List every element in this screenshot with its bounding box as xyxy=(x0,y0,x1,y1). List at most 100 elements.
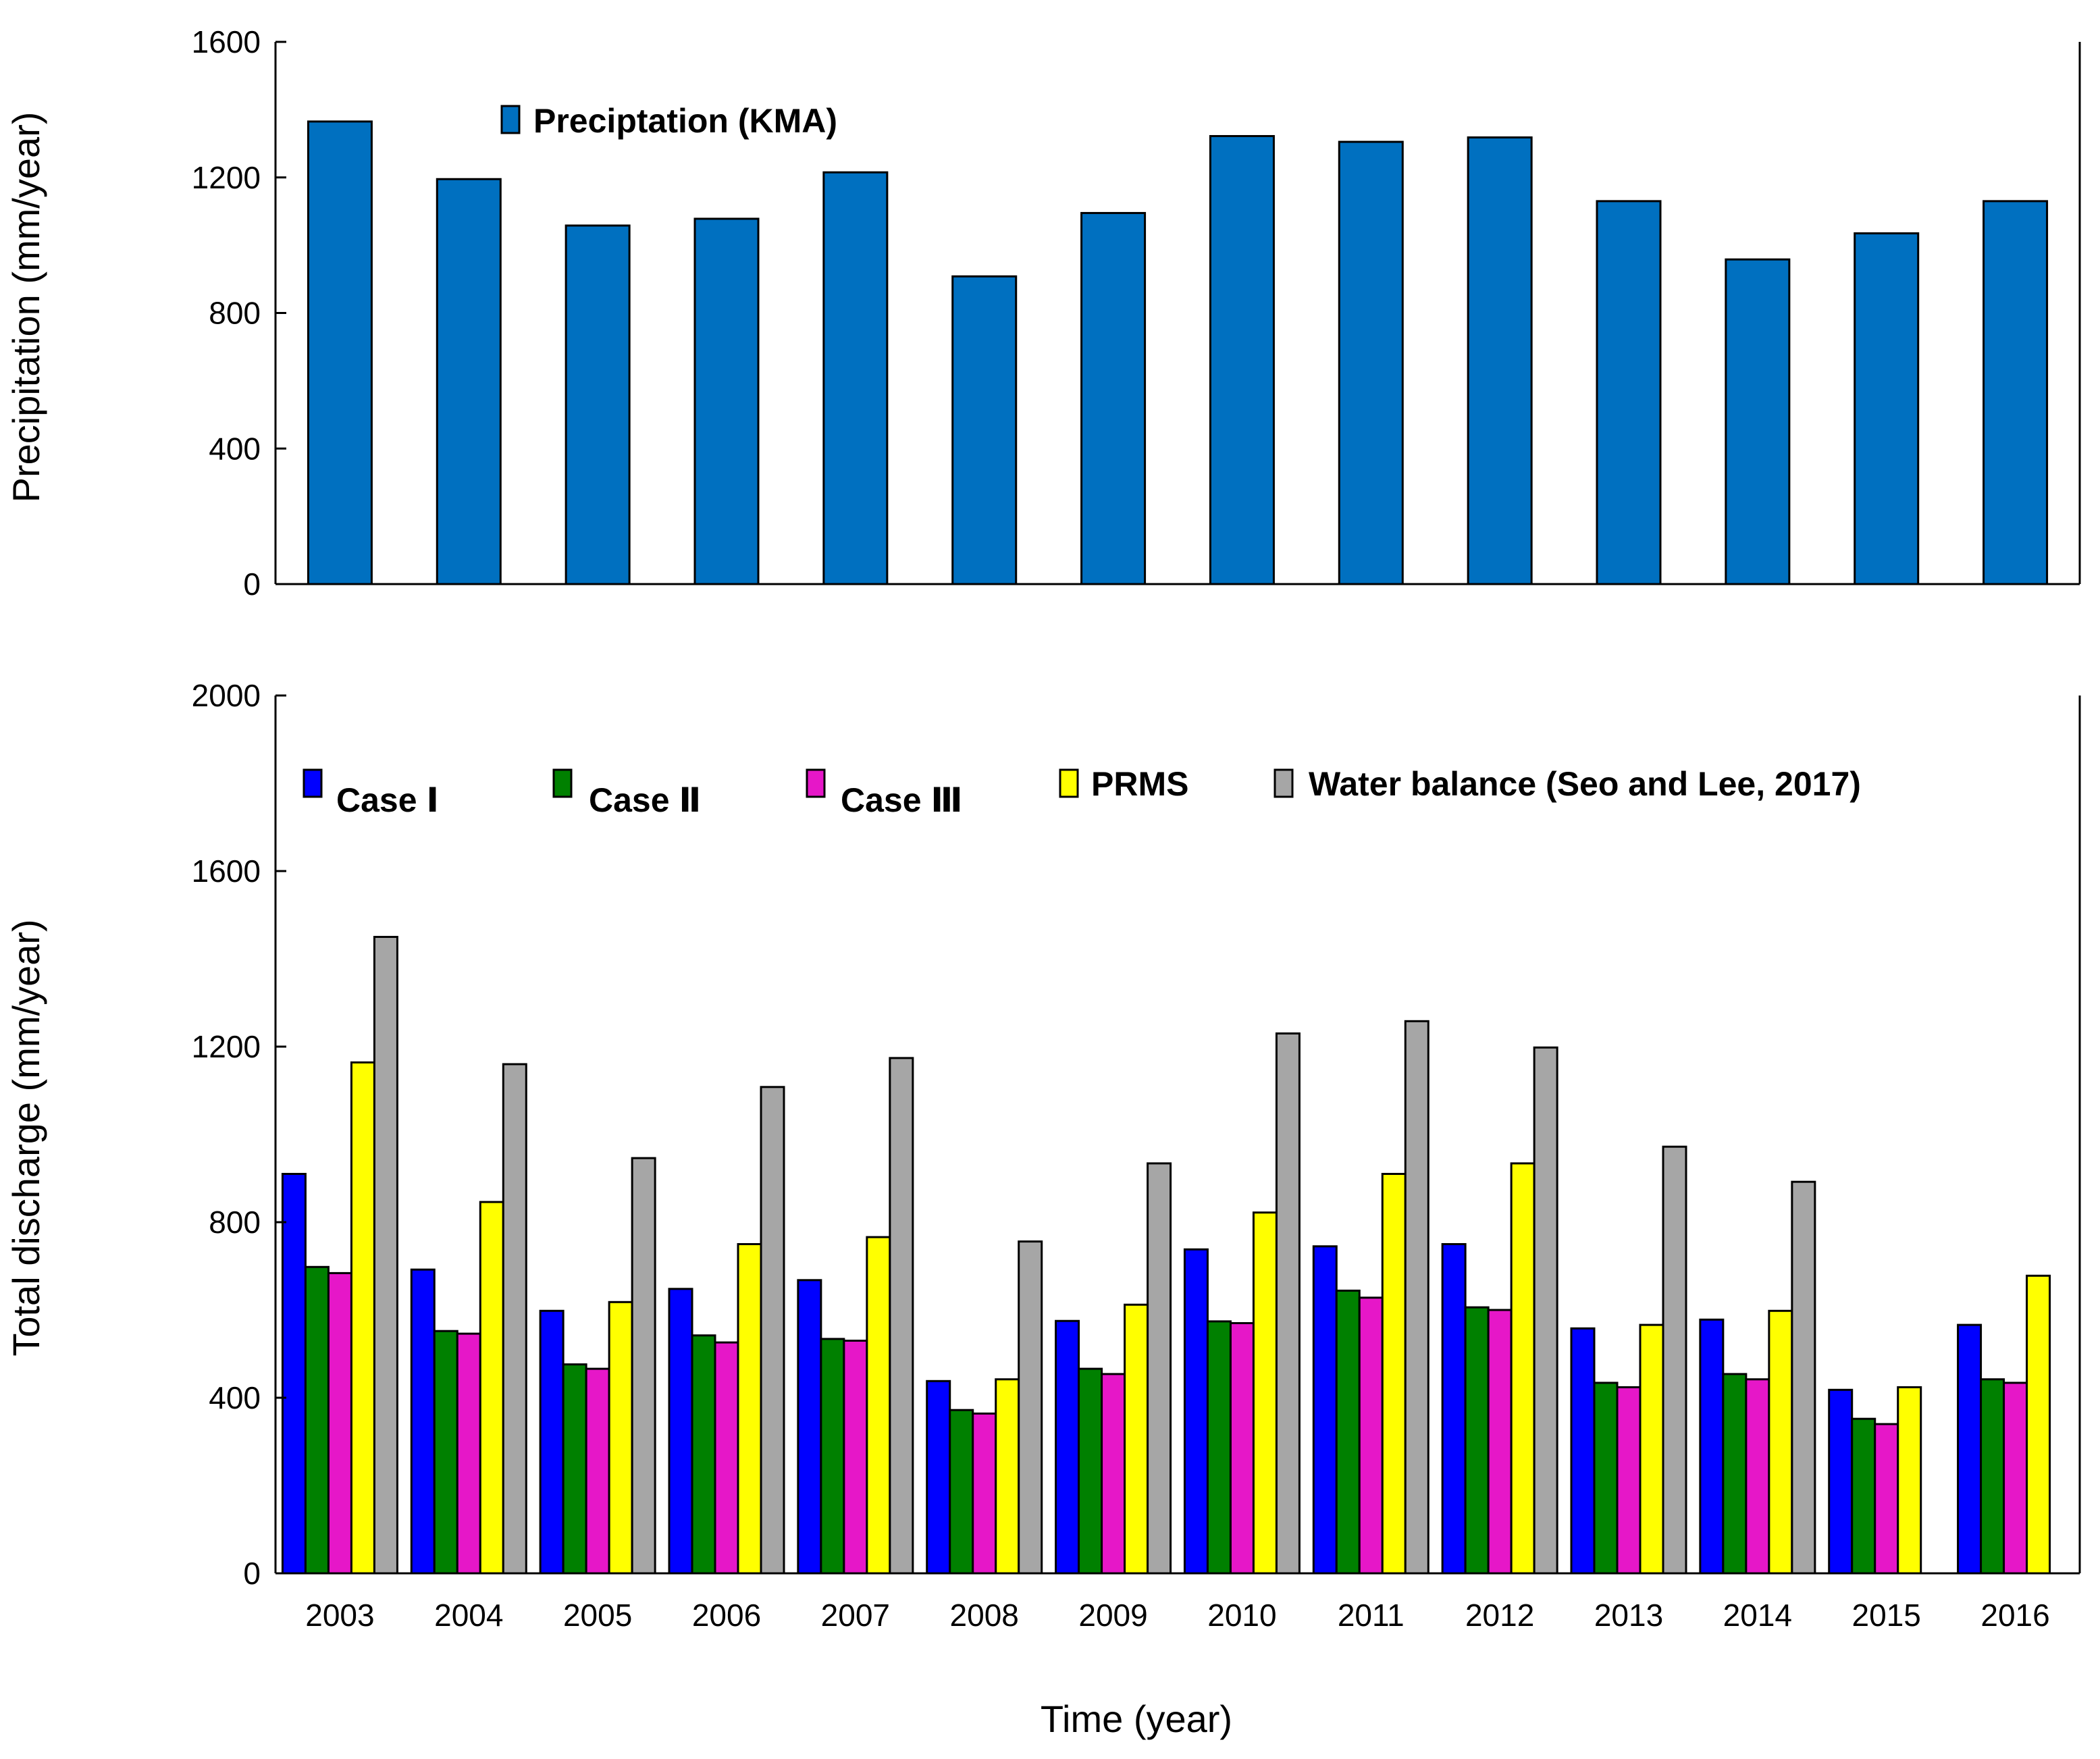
discharge-bar-water-balance-seo-and-lee-2017-2008 xyxy=(1018,1240,1043,1575)
discharge-bar-prms-2009 xyxy=(1124,1303,1149,1575)
discharge-bar-prms-2007 xyxy=(866,1236,891,1575)
discharge-axes xyxy=(274,695,2081,1575)
precip-bar-2012 xyxy=(1467,136,1533,585)
discharge-bar-prms-2014 xyxy=(1768,1309,1793,1575)
precip-bar-2005 xyxy=(565,224,631,585)
precipitation-bars xyxy=(307,120,2049,585)
discharge-bar-case-2005 xyxy=(539,1309,565,1575)
precip-y-tick-label: 0 xyxy=(243,567,261,602)
discharge-y-tick-label: 800 xyxy=(209,1205,261,1240)
discharge-bar-water-balance-seo-and-lee-2017-2012 xyxy=(1533,1046,1558,1575)
legend-swatch-case xyxy=(303,768,323,798)
x-tick-label-2003: 2003 xyxy=(305,1598,374,1633)
discharge-bar-case-2014 xyxy=(1699,1318,1725,1575)
discharge-bar-case-2009 xyxy=(1101,1373,1126,1575)
legend-label-prms: PRMS xyxy=(1091,765,1188,803)
discharge-bar-prms-2015 xyxy=(1897,1386,1922,1575)
discharge-bar-case-2016 xyxy=(1957,1323,1983,1575)
discharge-bar-water-balance-seo-and-lee-2017-2013 xyxy=(1662,1145,1687,1575)
x-tick-label-2009: 2009 xyxy=(1078,1598,1147,1633)
precip-y-tick-label: 400 xyxy=(209,431,261,466)
x-tick-label-2014: 2014 xyxy=(1723,1598,1792,1633)
legend-label-case: Case Ⅲ xyxy=(841,781,963,819)
discharge-bar-case-2006 xyxy=(714,1341,739,1575)
legend-swatch-case xyxy=(806,768,826,798)
discharge-bar-water-balance-seo-and-lee-2017-2014 xyxy=(1791,1180,1816,1575)
discharge-bar-prms-2003 xyxy=(350,1061,375,1575)
discharge-bar-water-balance-seo-and-lee-2017-2005 xyxy=(631,1157,656,1575)
discharge-bar-case-2005 xyxy=(585,1367,610,1575)
precip-y-tick-label: 1600 xyxy=(192,24,261,59)
discharge-bar-case-2007 xyxy=(843,1340,868,1575)
legend-swatch-water-balance-seo-and-lee-2017 xyxy=(1274,768,1294,798)
discharge-bar-water-balance-seo-and-lee-2017-2011 xyxy=(1404,1020,1429,1575)
discharge-legend: Case Ⅰ Case Ⅱ Case Ⅲ PRMS Water balance (Seo… xyxy=(303,765,1861,819)
precip-bar-2011 xyxy=(1338,140,1404,585)
x-tick-label-2008: 2008 xyxy=(950,1598,1019,1633)
discharge-bar-case-2004 xyxy=(456,1332,481,1575)
discharge-bar-case-2009 xyxy=(1055,1319,1080,1575)
discharge-bar-case-2008 xyxy=(949,1409,974,1575)
discharge-bar-case-2007 xyxy=(820,1338,845,1575)
discharge-bar-case-2011 xyxy=(1312,1245,1338,1575)
precip-bar-2015 xyxy=(1854,232,1920,585)
legend-swatch-case xyxy=(552,768,573,798)
x-tick-label-2011: 2011 xyxy=(1338,1598,1405,1633)
discharge-y-tick-label: 2000 xyxy=(192,678,261,713)
discharge-bar-water-balance-seo-and-lee-2017-2009 xyxy=(1147,1162,1172,1575)
precip-y-tick-label: 1200 xyxy=(192,160,261,195)
discharge-bar-case-2003 xyxy=(327,1271,352,1575)
discharge-bar-prms-2012 xyxy=(1510,1162,1535,1575)
discharge-y-tick-label: 400 xyxy=(209,1380,261,1415)
discharge-bar-case-2013 xyxy=(1616,1386,1642,1575)
discharge-bar-case-2004 xyxy=(410,1268,436,1575)
discharge-bar-case-2004 xyxy=(433,1330,458,1575)
discharge-bar-case-2009 xyxy=(1078,1367,1103,1575)
precip-bar-2014 xyxy=(1725,258,1791,585)
discharge-bar-water-balance-seo-and-lee-2017-2007 xyxy=(889,1057,914,1575)
precipitation-y-axis-title: Precipitation (mm/year) xyxy=(5,112,47,503)
x-tick-label-2004: 2004 xyxy=(434,1598,503,1633)
discharge-bar-case-2010 xyxy=(1206,1320,1232,1575)
discharge-bar-case-2012 xyxy=(1487,1309,1513,1575)
discharge-bar-case-2006 xyxy=(691,1334,716,1575)
legend-label-precipitation: Preciptation (KMA) xyxy=(533,102,837,140)
x-tick-label-2015: 2015 xyxy=(1852,1598,1921,1633)
discharge-bar-case-2011 xyxy=(1358,1296,1384,1575)
x-tick-label-2006: 2006 xyxy=(692,1598,761,1633)
discharge-bar-case-2005 xyxy=(562,1363,587,1575)
discharge-bar-prms-2016 xyxy=(2026,1274,2051,1575)
discharge-y-tick-label: 1200 xyxy=(192,1029,261,1064)
discharge-y-tick-label: 1600 xyxy=(192,854,261,889)
x-tick-label-2005: 2005 xyxy=(563,1598,632,1633)
x-axis-title: Time (year) xyxy=(1041,1698,1232,1740)
discharge-bar-prms-2011 xyxy=(1381,1173,1407,1575)
precipitation-legend: Preciptation (KMA) xyxy=(500,102,837,140)
discharge-bar-case-2008 xyxy=(926,1380,951,1575)
x-tick-label-2013: 2013 xyxy=(1594,1598,1663,1633)
discharge-bar-water-balance-seo-and-lee-2017-2003 xyxy=(373,936,398,1575)
discharge-x-ticks: 2003 2004 2005 2006 2007 2008 2009 2010 2011 2012… xyxy=(305,1598,2049,1633)
discharge-bar-water-balance-seo-and-lee-2017-2004 xyxy=(502,1063,527,1575)
precip-bar-2013 xyxy=(1596,200,1662,585)
discharge-bar-case-2007 xyxy=(797,1279,822,1575)
precip-bar-2006 xyxy=(693,217,760,585)
discharge-bar-case-2008 xyxy=(972,1412,997,1575)
discharge-chart: 0 400 800 1200 1600 2000 2003 2004 2005 2006 2007… xyxy=(5,678,2081,1740)
discharge-y-axis-title: Total discharge (mm/year) xyxy=(5,919,47,1356)
discharge-bar-case-2015 xyxy=(1828,1388,1854,1575)
discharge-bar-prms-2010 xyxy=(1252,1211,1278,1575)
discharge-bar-case-2015 xyxy=(1874,1423,1899,1575)
legend-label-case: Case Ⅰ xyxy=(336,781,439,819)
discharge-bar-case-2011 xyxy=(1335,1289,1361,1575)
discharge-bar-case-2012 xyxy=(1441,1243,1467,1575)
precip-bar-2010 xyxy=(1209,135,1275,585)
precip-bar-2008 xyxy=(951,275,1018,585)
precip-bar-2003 xyxy=(307,120,373,585)
discharge-bar-case-2003 xyxy=(304,1265,330,1575)
discharge-bar-prms-2005 xyxy=(608,1301,633,1575)
discharge-bar-case-2012 xyxy=(1464,1306,1490,1575)
precip-bar-2004 xyxy=(436,178,502,585)
